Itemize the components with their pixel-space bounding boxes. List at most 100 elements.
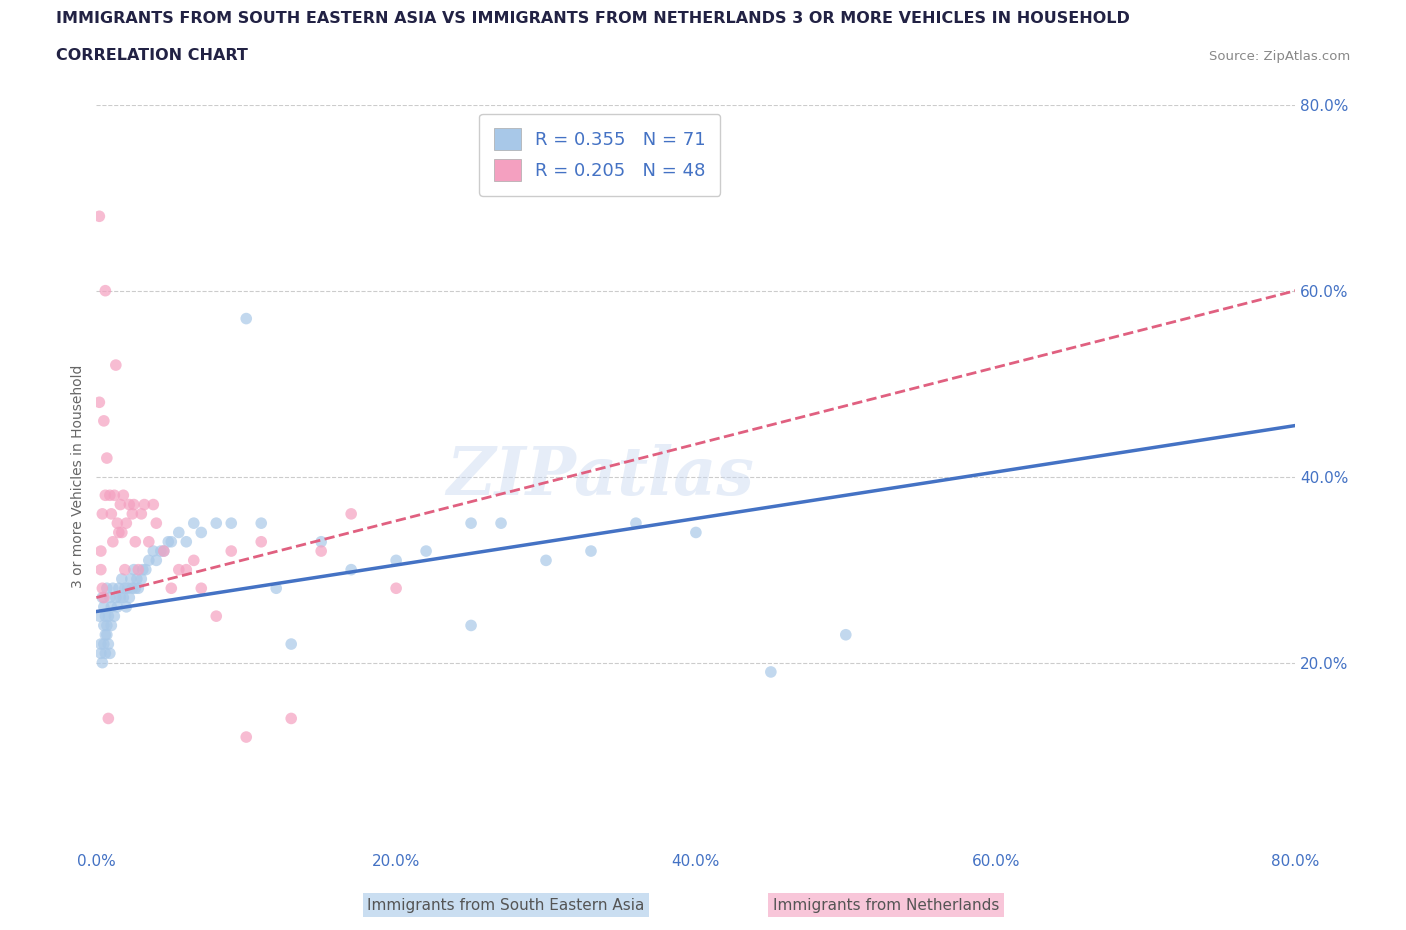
Point (97, 637, 120, 652)
Point (117, 581, 139, 596)
Point (142, 498, 165, 512)
Point (460, 516, 482, 531)
Text: Source: ZipAtlas.com: Source: ZipAtlas.com (1209, 50, 1350, 63)
Point (264, 581, 287, 596)
Point (94, 284, 117, 299)
Point (167, 563, 190, 578)
Point (118, 591, 141, 605)
Point (134, 498, 156, 512)
Point (110, 591, 132, 605)
Point (90, 646, 112, 661)
Point (280, 637, 302, 652)
Point (135, 563, 157, 578)
Point (91, 507, 114, 522)
Point (759, 665, 782, 680)
Point (145, 516, 167, 531)
Point (131, 507, 153, 522)
Point (110, 498, 132, 512)
Point (219, 516, 242, 531)
Point (205, 609, 228, 624)
Point (280, 711, 302, 726)
Point (205, 516, 228, 531)
Point (385, 581, 408, 596)
Text: IMMIGRANTS FROM SOUTH EASTERN ASIA VS IMMIGRANTS FROM NETHERLANDS 3 OR MORE VEHI: IMMIGRANTS FROM SOUTH EASTERN ASIA VS IM… (56, 11, 1130, 26)
Point (100, 618, 122, 633)
Point (190, 525, 212, 540)
Point (114, 581, 136, 596)
Point (96, 618, 118, 633)
Point (235, 312, 257, 326)
Point (96, 451, 118, 466)
Point (101, 581, 124, 596)
Point (250, 516, 273, 531)
Point (385, 553, 408, 568)
Point (111, 525, 134, 540)
Point (103, 609, 125, 624)
Point (138, 553, 160, 568)
Point (142, 544, 165, 559)
Point (124, 581, 146, 596)
Point (145, 553, 167, 568)
Point (579, 544, 602, 559)
Point (624, 516, 647, 531)
Point (138, 535, 160, 550)
Point (115, 600, 138, 615)
Y-axis label: 3 or more Vehicles in Household: 3 or more Vehicles in Household (72, 365, 86, 589)
Point (127, 563, 149, 578)
Text: CORRELATION CHART: CORRELATION CHART (56, 48, 247, 63)
Point (98, 591, 121, 605)
Point (94, 646, 117, 661)
Point (153, 544, 176, 559)
Point (89, 395, 111, 410)
Point (340, 563, 363, 578)
Point (93, 414, 115, 429)
Point (94, 609, 117, 624)
Point (93, 600, 115, 615)
Point (103, 488, 125, 503)
Point (157, 535, 180, 550)
Point (153, 544, 176, 559)
Point (685, 525, 707, 540)
Point (121, 507, 143, 522)
Point (97, 609, 120, 624)
Point (309, 535, 332, 550)
Point (90, 637, 112, 652)
Point (115, 516, 138, 531)
Point (96, 628, 118, 643)
Point (90, 563, 112, 578)
Point (167, 525, 190, 540)
Point (160, 535, 183, 550)
Point (105, 600, 128, 615)
Point (94, 488, 117, 503)
Point (93, 618, 115, 633)
Point (534, 553, 557, 568)
Point (98, 646, 121, 661)
Point (190, 581, 212, 596)
Text: Immigrants from South Eastern Asia: Immigrants from South Eastern Asia (367, 897, 645, 912)
Point (90, 544, 112, 559)
Point (108, 581, 131, 596)
Point (127, 581, 149, 596)
Text: Immigrants from Netherlands: Immigrants from Netherlands (772, 897, 1000, 912)
Point (183, 553, 205, 568)
Point (94, 628, 117, 643)
Point (91, 581, 114, 596)
Point (122, 498, 145, 512)
Point (125, 572, 148, 587)
Point (835, 628, 858, 643)
Point (160, 581, 183, 596)
Point (489, 516, 512, 531)
Point (112, 488, 135, 503)
Point (89, 609, 111, 624)
Legend: R = 0.355   N = 71, R = 0.205   N = 48: R = 0.355 N = 71, R = 0.205 N = 48 (479, 113, 720, 195)
Point (149, 544, 172, 559)
Point (174, 535, 197, 550)
Point (174, 563, 197, 578)
Point (219, 544, 242, 559)
Point (111, 572, 134, 587)
Point (114, 563, 136, 578)
Point (104, 358, 127, 373)
Point (101, 535, 124, 550)
Point (122, 563, 145, 578)
Point (98, 488, 121, 503)
